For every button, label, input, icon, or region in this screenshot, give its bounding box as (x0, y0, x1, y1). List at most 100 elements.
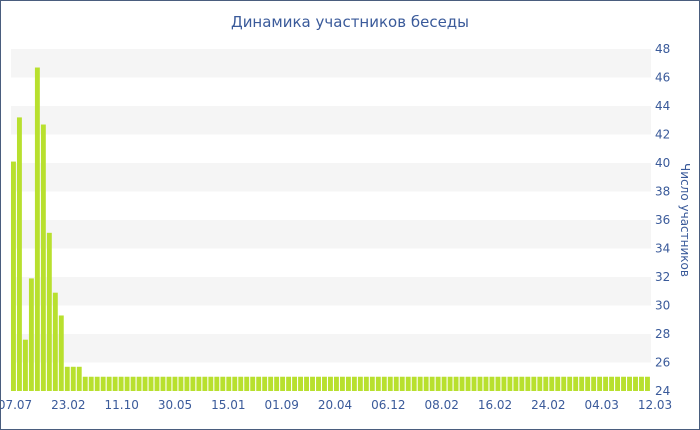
x-tick-label: 01.09 (264, 398, 298, 412)
bar (549, 376, 555, 391)
bar (345, 376, 351, 391)
chart-title: Динамика участников беседы (230, 13, 470, 31)
bar (477, 376, 483, 391)
bar (645, 376, 650, 391)
x-tick-label: 07.07 (1, 398, 32, 412)
bar (172, 376, 178, 391)
y-tick-label: 46 (655, 71, 670, 85)
bar (130, 376, 136, 391)
y-tick-label: 38 (655, 185, 670, 199)
bar (214, 376, 220, 391)
bar (627, 376, 632, 391)
bar (160, 376, 166, 391)
bar (184, 376, 190, 391)
bar (423, 376, 429, 391)
bar (381, 376, 387, 391)
bar (411, 376, 417, 391)
bar (244, 376, 250, 391)
y-tick-label: 32 (655, 270, 670, 284)
x-tick-label: 12.03 (638, 398, 672, 412)
bar (274, 376, 280, 391)
bar (280, 376, 286, 391)
bar (417, 376, 423, 391)
bar (351, 376, 357, 391)
bar (519, 376, 525, 391)
bar (369, 376, 375, 391)
bar (333, 376, 339, 391)
bar (465, 376, 471, 391)
bar (64, 366, 70, 391)
bar (591, 376, 597, 391)
bar (357, 376, 363, 391)
bar (405, 376, 411, 391)
bar (387, 376, 393, 391)
bar (489, 376, 495, 391)
y-tick-label: 36 (655, 213, 670, 227)
bar (573, 376, 579, 391)
bar (106, 376, 112, 391)
bar (615, 376, 621, 391)
bar (292, 376, 298, 391)
x-tick-label: 06.12 (371, 398, 405, 412)
bar (124, 376, 130, 391)
bar (190, 376, 196, 391)
bar (483, 376, 489, 391)
bar (435, 376, 441, 391)
bar (262, 376, 268, 391)
bar (507, 376, 513, 391)
bar (40, 124, 46, 392)
bar (561, 376, 567, 391)
grid-band (11, 220, 651, 249)
x-tick-label: 20.04 (318, 398, 352, 412)
y-tick-label: 24 (655, 384, 670, 398)
y-tick-label: 34 (655, 242, 670, 256)
bar (94, 376, 100, 391)
bar (579, 376, 585, 391)
bar (375, 376, 381, 391)
bar (148, 376, 154, 391)
bar (70, 366, 76, 391)
bar (298, 376, 303, 391)
bar (76, 366, 82, 391)
bar (58, 315, 64, 391)
bar (495, 376, 501, 391)
grid-band (11, 106, 651, 135)
bar (52, 292, 58, 391)
bar (136, 376, 142, 391)
bar (220, 376, 226, 391)
y-axis-title: Число участников (678, 163, 692, 277)
bar (250, 376, 256, 391)
bar (429, 376, 435, 391)
bar (232, 376, 238, 391)
x-tick-label: 04.03 (584, 398, 618, 412)
bar (226, 376, 232, 391)
bar (633, 376, 638, 391)
y-tick-label: 48 (655, 42, 670, 56)
bar (196, 376, 202, 391)
bar (256, 376, 262, 391)
bar (34, 67, 40, 392)
bar (286, 376, 292, 391)
y-tick-label: 28 (655, 327, 670, 341)
bar (268, 376, 274, 391)
grid-band (11, 277, 651, 306)
x-tick-label: 11.10 (104, 398, 138, 412)
bar (471, 376, 477, 391)
bar (208, 376, 214, 391)
bar (154, 376, 160, 391)
bar (310, 376, 315, 391)
bar (328, 376, 333, 391)
bar (609, 376, 615, 391)
bar (118, 376, 124, 391)
grid-band (11, 49, 651, 78)
y-tick-label: 26 (655, 356, 670, 370)
y-tick-label: 42 (655, 128, 670, 142)
bar (339, 376, 345, 391)
bar (100, 376, 106, 391)
bar (46, 232, 52, 391)
bar (28, 278, 34, 391)
bar (322, 376, 327, 391)
bar (112, 376, 118, 391)
